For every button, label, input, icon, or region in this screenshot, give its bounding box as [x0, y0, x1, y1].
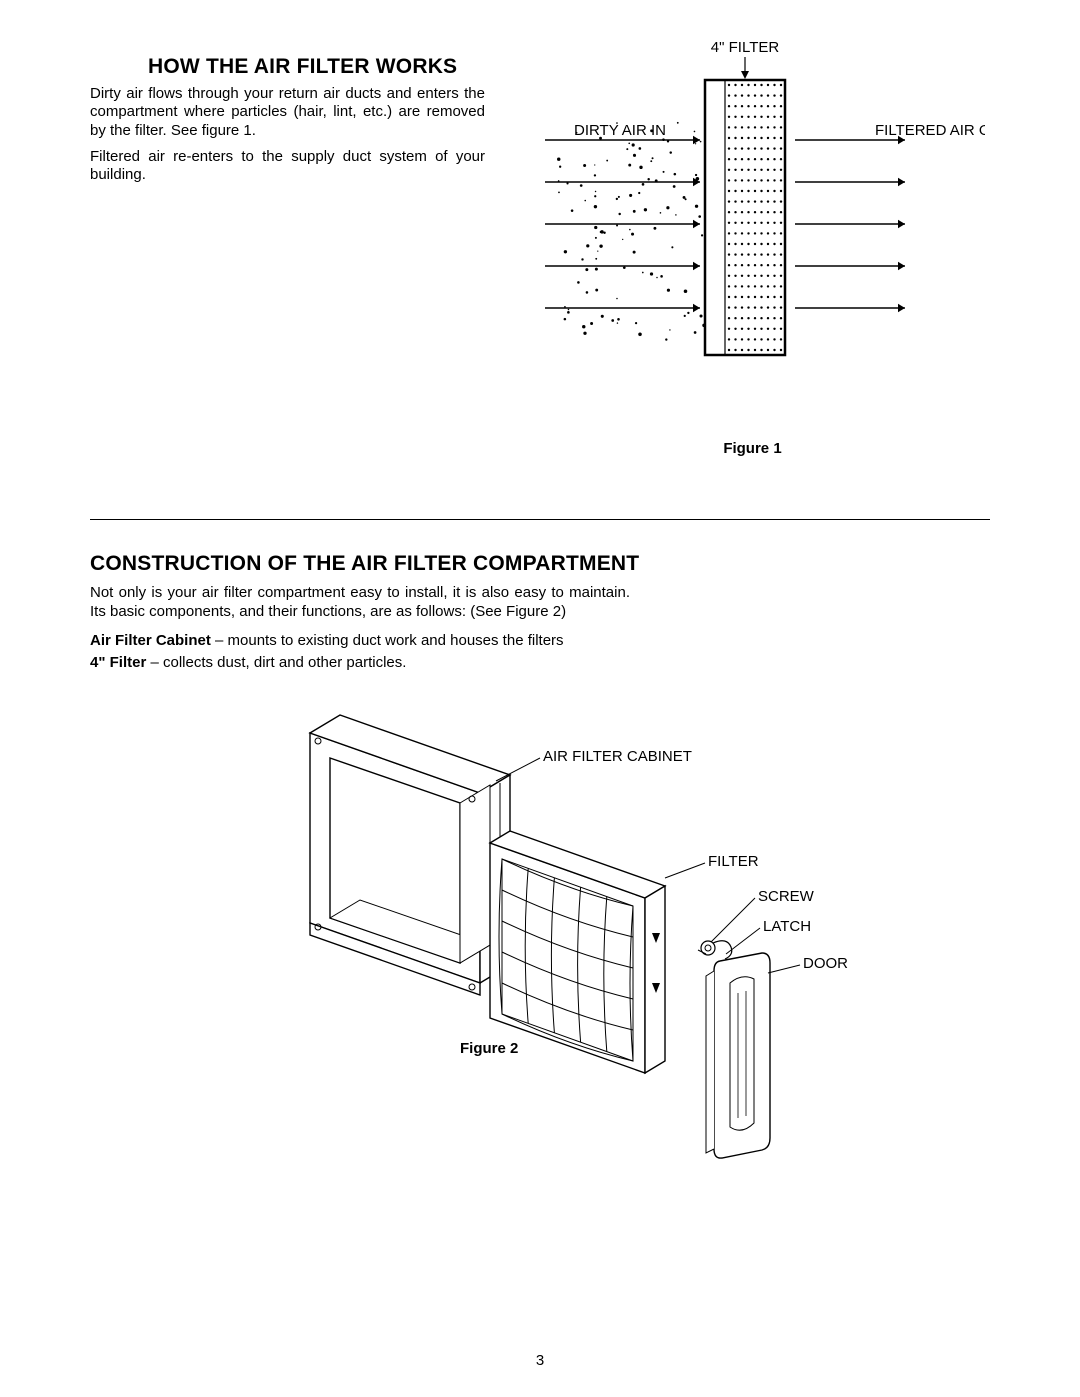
svg-text:DIRTY AIR IN: DIRTY AIR IN	[574, 122, 666, 139]
svg-text:Figure 2: Figure 2	[460, 1040, 518, 1057]
svg-text:4" FILTER: 4" FILTER	[711, 39, 780, 56]
svg-text:FILTER: FILTER	[708, 853, 759, 870]
svg-text:DOOR: DOOR	[803, 955, 848, 972]
component-name-cabinet: Air Filter Cabinet	[90, 632, 211, 649]
figure2-container: AIR FILTER CABINET FILTER SCREW LATCH DOOR Fi…	[90, 703, 990, 1183]
figure1-diagram: 4" FILTER DIRTY AIR IN FILTERED AIR OUT	[515, 30, 985, 430]
section1-para1: Dirty air flows through your return air …	[90, 85, 485, 140]
section2-para1: Not only is your air filter compartment …	[90, 584, 630, 622]
section2-heading: CONSTRUCTION OF THE AIR FILTER COMPARTME…	[90, 552, 990, 576]
svg-text:SCREW: SCREW	[758, 888, 815, 905]
figure1-container: 4" FILTERDIRTY AIR INFILTERED AIR OUT Fi…	[515, 85, 990, 457]
section-divider	[90, 519, 990, 520]
component-desc-filter: – collects dust, dirt and other particle…	[146, 654, 406, 671]
component-desc-cabinet: – mounts to existing duct work and house…	[211, 632, 564, 649]
page-number: 3	[0, 1352, 1080, 1369]
figure1-caption: Figure 1	[515, 440, 990, 457]
section1-para2: Filtered air re-enters to the supply duc…	[90, 148, 485, 185]
component-name-filter: 4" Filter	[90, 654, 146, 671]
svg-text:LATCH: LATCH	[763, 918, 811, 935]
svg-text:AIR FILTER CABINET: AIR FILTER CABINET	[543, 748, 692, 765]
figure2-diagram: AIR FILTER CABINET FILTER SCREW LATCH DOOR Fi…	[200, 703, 880, 1183]
component-line-filter: 4" Filter – collects dust, dirt and othe…	[90, 654, 990, 673]
svg-text:FILTERED AIR OUT: FILTERED AIR OUT	[875, 122, 985, 139]
component-line-cabinet: Air Filter Cabinet – mounts to existing …	[90, 632, 990, 651]
